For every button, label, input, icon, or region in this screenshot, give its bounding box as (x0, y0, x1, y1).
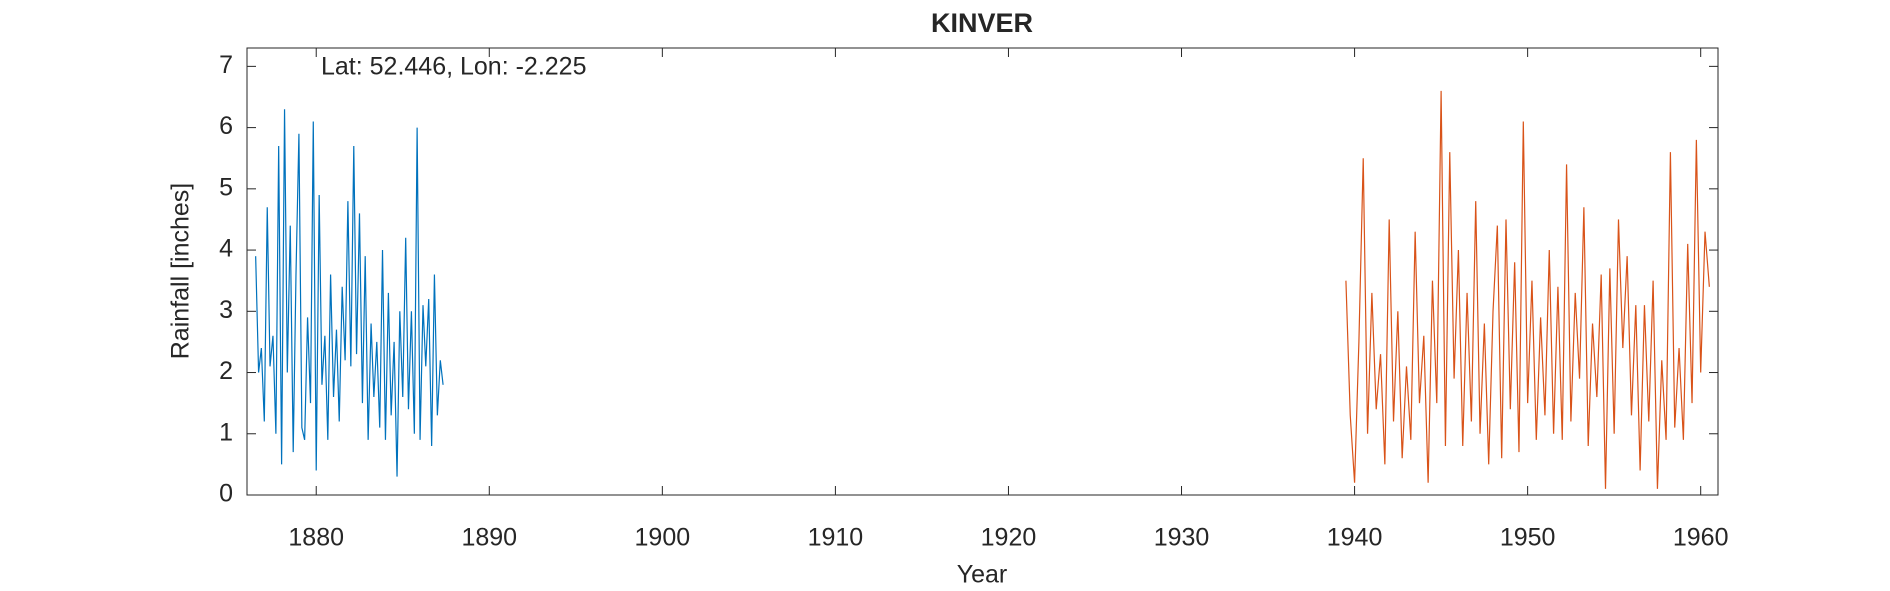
x-tick-label: 1880 (288, 524, 344, 552)
x-tick-label: 1920 (981, 524, 1037, 552)
y-tick-label: 6 (219, 112, 233, 140)
y-tick-label: 1 (219, 418, 233, 446)
x-tick-label: 1910 (808, 524, 864, 552)
x-tick-label: 1960 (1673, 524, 1729, 552)
x-axis-label: Year (957, 561, 1008, 589)
x-tick-label: 1950 (1500, 524, 1556, 552)
x-tick-label: 1890 (461, 524, 517, 552)
series-line (1345, 90, 1710, 489)
x-tick-label: 1930 (1154, 524, 1210, 552)
chart-title: KINVER (931, 8, 1033, 38)
y-tick-label: 5 (219, 173, 233, 201)
y-axis-label: Rainfall [inches] (167, 183, 195, 359)
plot-frame (246, 47, 1719, 496)
y-tick-label: 3 (219, 296, 233, 324)
x-tick-label: 1940 (1327, 524, 1383, 552)
y-tick-label: 4 (219, 235, 233, 263)
y-tick-label: 0 (219, 480, 233, 508)
x-tick-label: 1900 (635, 524, 691, 552)
annotation: Lat: 52.446, Lon: -2.225 (321, 53, 587, 81)
y-tick-label: 2 (219, 357, 233, 385)
series-line (255, 109, 444, 477)
y-tick-label: 7 (219, 51, 233, 79)
